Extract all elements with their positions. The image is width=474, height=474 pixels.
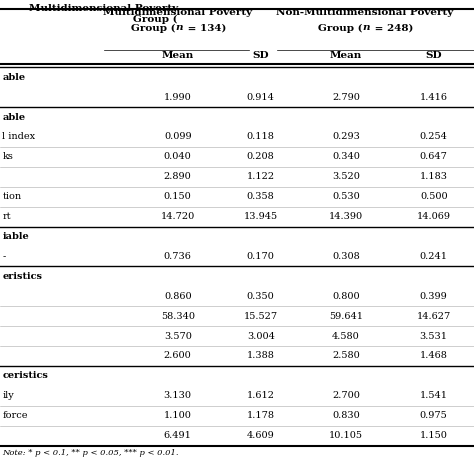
Text: 3.004: 3.004 [247,332,274,340]
Text: 2.600: 2.600 [164,352,191,360]
Text: 6.491: 6.491 [164,431,191,440]
Text: tion: tion [2,192,21,201]
Text: 0.860: 0.860 [164,292,191,301]
Text: 0.914: 0.914 [247,93,274,101]
Text: 1.416: 1.416 [419,93,448,101]
Text: Group (: Group ( [131,23,175,33]
Text: 3.130: 3.130 [164,392,192,400]
Text: 1.990: 1.990 [164,93,191,101]
Text: 4.609: 4.609 [247,431,274,440]
Text: 1.468: 1.468 [420,352,447,360]
Text: Group (: Group ( [318,23,363,33]
Text: Mean: Mean [162,52,194,60]
Text: 0.830: 0.830 [332,411,360,420]
Text: 1.122: 1.122 [246,173,275,181]
Text: ily: ily [2,392,14,400]
Text: 2.580: 2.580 [332,352,360,360]
Text: 0.099: 0.099 [164,133,191,141]
Text: 0.170: 0.170 [247,252,274,261]
Text: 0.150: 0.150 [164,192,191,201]
Text: 0.358: 0.358 [247,192,274,201]
Text: 14.069: 14.069 [417,212,451,221]
Text: 2.890: 2.890 [164,173,191,181]
Text: able: able [2,113,26,121]
Text: ks: ks [2,153,13,161]
Text: 15.527: 15.527 [244,312,278,320]
Text: Multidimensional Poverty: Multidimensional Poverty [103,8,252,17]
Text: 0.308: 0.308 [332,252,360,261]
Text: 0.530: 0.530 [332,192,360,201]
Text: 1.150: 1.150 [420,431,447,440]
Text: Non-Multidimensional Poverty: Non-Multidimensional Poverty [276,8,454,17]
Text: = 134): = 134) [184,24,226,32]
Text: 0.208: 0.208 [247,153,274,161]
Text: 1.388: 1.388 [247,352,274,360]
Text: 10.105: 10.105 [329,431,363,440]
Text: 3.531: 3.531 [419,332,448,340]
Text: 1.541: 1.541 [419,392,448,400]
Text: 0.500: 0.500 [420,192,447,201]
Text: -: - [2,252,6,261]
Text: 0.800: 0.800 [332,292,360,301]
Text: 13.945: 13.945 [244,212,278,221]
Text: 14.390: 14.390 [329,212,363,221]
Text: 4.580: 4.580 [332,332,360,340]
Text: able: able [2,73,26,82]
Text: iable: iable [2,232,29,241]
Text: rt: rt [2,212,11,221]
Text: SD: SD [252,52,269,60]
Text: 1.178: 1.178 [246,411,275,420]
Text: SD: SD [425,52,442,60]
Text: 58.340: 58.340 [161,312,195,320]
Text: 0.647: 0.647 [420,153,447,161]
Text: 3.570: 3.570 [164,332,191,340]
Text: n: n [363,24,370,32]
Text: 0.254: 0.254 [420,133,447,141]
Text: 0.736: 0.736 [164,252,191,261]
Text: 2.700: 2.700 [332,392,360,400]
Text: l index: l index [2,133,36,141]
Text: 59.641: 59.641 [329,312,363,320]
Text: Note: * p < 0.1, ** p < 0.05, *** p < 0.01.: Note: * p < 0.1, ** p < 0.05, *** p < 0.… [2,449,179,457]
Text: 3.520: 3.520 [332,173,360,181]
Text: 0.040: 0.040 [164,153,191,161]
Text: = 248): = 248) [371,24,413,32]
Text: 14.627: 14.627 [417,312,451,320]
Text: 0.340: 0.340 [332,153,360,161]
Text: Mean: Mean [330,52,362,60]
Text: 0.118: 0.118 [247,133,274,141]
Text: 1.612: 1.612 [246,392,275,400]
Text: 0.241: 0.241 [419,252,448,261]
Text: 0.399: 0.399 [420,292,447,301]
Text: n: n [175,24,183,32]
Text: 0.975: 0.975 [420,411,447,420]
Text: 0.293: 0.293 [332,133,360,141]
Text: eristics: eristics [2,272,42,281]
Text: Multidimensional Poverty
Group (: Multidimensional Poverty Group ( [28,4,178,24]
Text: 1.183: 1.183 [419,173,448,181]
Text: 2.790: 2.790 [332,93,360,101]
Text: 0.350: 0.350 [247,292,274,301]
Text: ceristics: ceristics [2,372,48,380]
Text: 14.720: 14.720 [161,212,195,221]
Text: force: force [2,411,28,420]
Text: 1.100: 1.100 [164,411,191,420]
